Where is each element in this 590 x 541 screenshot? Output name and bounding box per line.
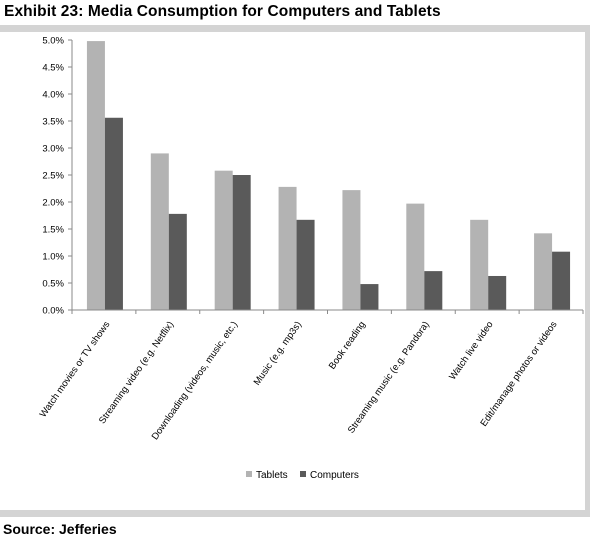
x-category-label: Streaming video (e.g. Netflix) [97,319,176,426]
page-title: Exhibit 23: Media Consumption for Comput… [4,3,441,20]
y-tick-label: 5.0% [42,36,64,47]
right-border [585,32,590,510]
x-category-label: Watch movies or TV shows [38,319,113,419]
y-tick-label: 1.5% [42,225,64,236]
bar-computers [552,251,571,310]
bar-tablets [214,170,233,310]
bar-computers [488,275,507,310]
source-note: Source: Jefferies [3,521,117,537]
y-axis: 0.0% 0.5% 1.0% 1.5% 2.0% 2.5% 3.0% 3.5% 4.0% 4.5%… [42,36,73,317]
bars [86,41,571,310]
bar-tablets [342,190,361,310]
bar-computers [232,175,251,310]
bottom-divider [0,510,590,517]
x-category-label: Edit/manage photos or videos [478,319,559,428]
x-category-label: Book reading [327,319,368,371]
bar-tablets [470,219,489,310]
top-divider [0,25,590,32]
y-tick-label: 4.0% [42,90,64,101]
bar-computers [296,219,315,310]
legend-swatch-tablets [246,471,252,477]
y-tick-label: 1.0% [42,252,64,263]
bar-computers [424,271,443,310]
bar-tablets [406,203,425,310]
bar-computers [104,117,123,310]
bar-tablets [86,41,105,310]
legend-label-computers: Computers [310,470,359,481]
y-tick-label: 0.5% [42,279,64,290]
bar-tablets [150,153,169,310]
bar-chart: 0.0% 0.5% 1.0% 1.5% 2.0% 2.5% 3.0% 3.5% 4.0% 4.5%… [38,36,584,481]
y-tick-label: 0.0% [42,306,64,317]
y-tick-label: 3.5% [42,117,64,128]
bar-computers [168,213,187,310]
x-category-label: Watch live video [447,319,495,382]
y-tick-label: 2.5% [42,171,64,182]
x-category-label: Music (e.g. mp3s) [252,319,304,387]
bar-tablets [278,186,297,310]
legend: Tablets Computers [246,470,359,481]
y-tick-label: 4.5% [42,63,64,74]
bar-tablets [534,233,553,310]
y-tick-label: 2.0% [42,198,64,209]
legend-label-tablets: Tablets [256,470,288,481]
y-tick-label: 3.0% [42,144,64,155]
legend-swatch-computers [300,471,306,477]
bar-computers [360,284,379,310]
